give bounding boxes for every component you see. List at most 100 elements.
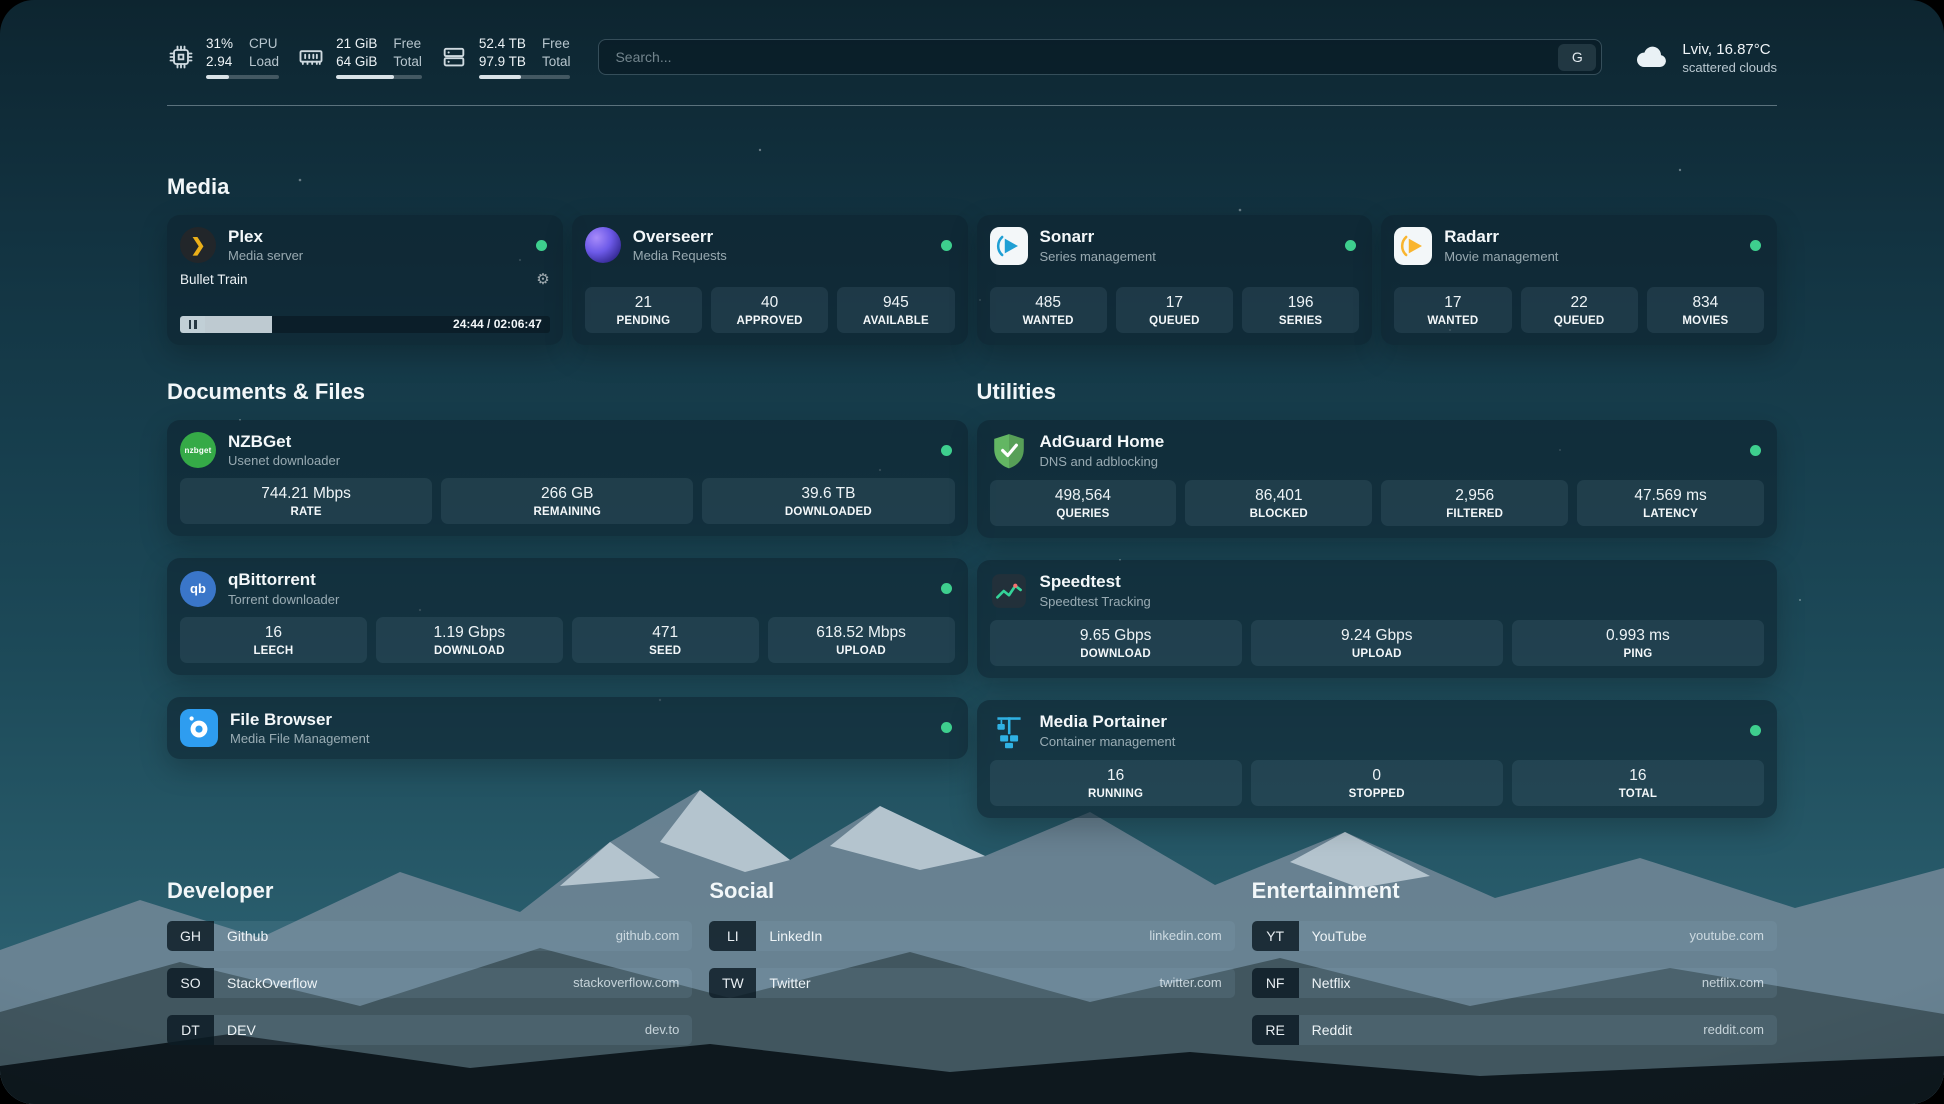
portainer-link[interactable]: Media Portainer Container management (990, 712, 1765, 750)
speedtest-link[interactable]: Speedtest Speedtest Tracking (990, 572, 1765, 610)
status-dot (535, 239, 547, 251)
speedtest-card: Speedtest Speedtest Tracking 9.65 Gbps D… (976, 559, 1777, 678)
card-subtitle: Movie management (1444, 249, 1559, 265)
weather-location: Lviv, 16.87°C (1682, 41, 1771, 59)
status-dot (940, 722, 952, 734)
pause-button[interactable] (180, 315, 205, 333)
bookmark-row-twitter[interactable]: TW Twitter twitter.com (709, 967, 1235, 998)
bookmark-row-github[interactable]: GH Github github.com (167, 920, 693, 951)
bookmark-url: twitter.com (1159, 975, 1222, 991)
card-name: Speedtest (1039, 572, 1121, 592)
disk-widget: 52.4 TB Free 97.9 TB Total (440, 36, 571, 79)
cpu-usage-value: 31% (206, 36, 234, 51)
bookmark-row-stackoverflow[interactable]: SO StackOverflow stackoverflow.com (167, 967, 693, 998)
bookmark-url: netflix.com (1701, 975, 1764, 991)
settings-gear-icon[interactable]: ⚙ (536, 271, 550, 289)
bookmark-abbr: SO (167, 967, 214, 998)
section-title-utilities: Utilities (976, 378, 1056, 404)
bookmark-name: DEV (227, 1021, 256, 1038)
bookmark-row-reddit[interactable]: RE Reddit reddit.com (1251, 1014, 1777, 1045)
status-dot (1750, 445, 1761, 457)
memory-widget: 21 GiB Free 64 GiB Total (297, 36, 422, 79)
bookmark-abbr: LI (709, 920, 757, 951)
overseerr-icon (584, 227, 621, 264)
playback-progress-bar[interactable]: 24:44 / 02:06:47 (205, 315, 550, 333)
overseerr-card: Overseerr Media Requests 21 PENDING 40 A… (571, 214, 968, 345)
card-name: qBittorrent (228, 570, 316, 590)
stat-total: 16 TOTAL (1511, 759, 1764, 806)
filebrowser-card: File Browser Media File Management (167, 696, 968, 759)
weather-widget: Lviv, 16.87°C scattered clouds (1634, 40, 1777, 75)
bookmark-group-developer: Developer GH Github github.com SO StackO… (167, 878, 693, 1045)
adguard-card: AdGuard Home DNS and adblocking 498,564 … (976, 419, 1777, 538)
bookmark-abbr: RE (1251, 1014, 1299, 1045)
stat-running: 16 RUNNING (989, 759, 1242, 806)
nzbget-link[interactable]: nzbget NZBGet Usenet downloader (180, 431, 955, 469)
portainer-icon (990, 712, 1028, 750)
card-name: Sonarr (1039, 227, 1095, 247)
bookmark-name: StackOverflow (227, 974, 318, 991)
overseerr-link[interactable]: Overseerr Media Requests (584, 226, 955, 264)
filebrowser-icon (180, 708, 218, 747)
nzbget-icon: nzbget (180, 432, 216, 469)
bookmark-row-netflix[interactable]: NF Netflix netflix.com (1251, 967, 1777, 998)
disk-icon (440, 43, 468, 71)
status-dot (1750, 725, 1761, 737)
card-subtitle: Media server (228, 248, 304, 264)
stat-latency: 47.569 ms LATENCY (1577, 479, 1764, 526)
bookmark-url: linkedin.com (1149, 928, 1222, 944)
filebrowser-link[interactable]: File Browser Media File Management (180, 708, 955, 747)
disk-total-label: Total (541, 53, 571, 69)
card-subtitle: Speedtest Tracking (1039, 594, 1151, 610)
plex-link[interactable]: ❯ Plex Media server (180, 227, 550, 264)
search-input[interactable] (613, 48, 1559, 67)
bookmark-row-linkedin[interactable]: LI LinkedIn linkedin.com (709, 920, 1235, 951)
status-dot (1750, 240, 1761, 252)
stat-wanted: 17 WANTED (1394, 286, 1512, 333)
nzbget-icon-glyph: nzbget (184, 445, 212, 455)
stat-queries: 498,564 QUERIES (989, 479, 1177, 526)
stat-filtered: 2,956 FILTERED (1381, 479, 1569, 526)
radarr-icon (1394, 226, 1433, 265)
qbittorrent-card: qb qBittorrent Torrent downloader 16 (167, 558, 968, 675)
disk-usage-bar-fill (478, 74, 522, 79)
memory-total-value: 64 GiB (336, 53, 378, 69)
memory-usage-bar-fill (336, 74, 394, 79)
cloud-icon (1634, 43, 1670, 71)
stat-available: 945 AVAILABLE (837, 286, 955, 333)
bookmark-row-youtube[interactable]: YT YouTube youtube.com (1251, 920, 1777, 951)
portainer-card: Media Portainer Container management 16 … (976, 699, 1777, 818)
speedtest-icon (990, 572, 1028, 610)
bookmark-name: Github (227, 927, 269, 944)
card-subtitle: Torrent downloader (228, 591, 340, 607)
cpu-widget: 31% CPU 2.94 Load (167, 36, 280, 79)
card-name: NZBGet (228, 431, 292, 451)
topbar: 31% CPU 2.94 Load (167, 0, 1777, 79)
search-provider-button[interactable]: G (1558, 43, 1597, 71)
stat-series: 196 SERIES (1242, 286, 1360, 333)
bookmark-name: Reddit (1311, 1021, 1353, 1038)
bookmark-group-social: Social LI LinkedIn linkedin.com TW Twitt… (709, 878, 1235, 1045)
radarr-link[interactable]: Radarr Movie management (1394, 226, 1764, 265)
section-title-media: Media (167, 173, 230, 199)
card-name: Radarr (1444, 227, 1500, 247)
ram-icon (297, 43, 325, 71)
adguard-link[interactable]: AdGuard Home DNS and adblocking (990, 432, 1765, 470)
stat-approved: 40 APPROVED (711, 286, 829, 333)
plex-icon: ❯ (180, 227, 216, 264)
qbittorrent-icon-glyph: qb (190, 581, 206, 597)
qbittorrent-link[interactable]: qb qBittorrent Torrent downloader (180, 570, 955, 607)
bookmark-row-dev[interactable]: DT DEV dev.to (167, 1014, 693, 1045)
bookmark-url: youtube.com (1689, 928, 1764, 944)
section-media: Media ❯ Plex Media server (167, 174, 1777, 345)
cpu-icon (167, 43, 195, 71)
stat-ping: 0.993 ms PING (1511, 619, 1764, 666)
stat-queued: 22 QUEUED (1520, 286, 1638, 333)
bookmark-name: YouTube (1311, 927, 1367, 944)
card-name: Overseerr (632, 226, 714, 246)
bookmark-url: dev.to (644, 1022, 680, 1038)
status-dot (1345, 240, 1357, 252)
sonarr-link[interactable]: Sonarr Series management (989, 226, 1360, 265)
